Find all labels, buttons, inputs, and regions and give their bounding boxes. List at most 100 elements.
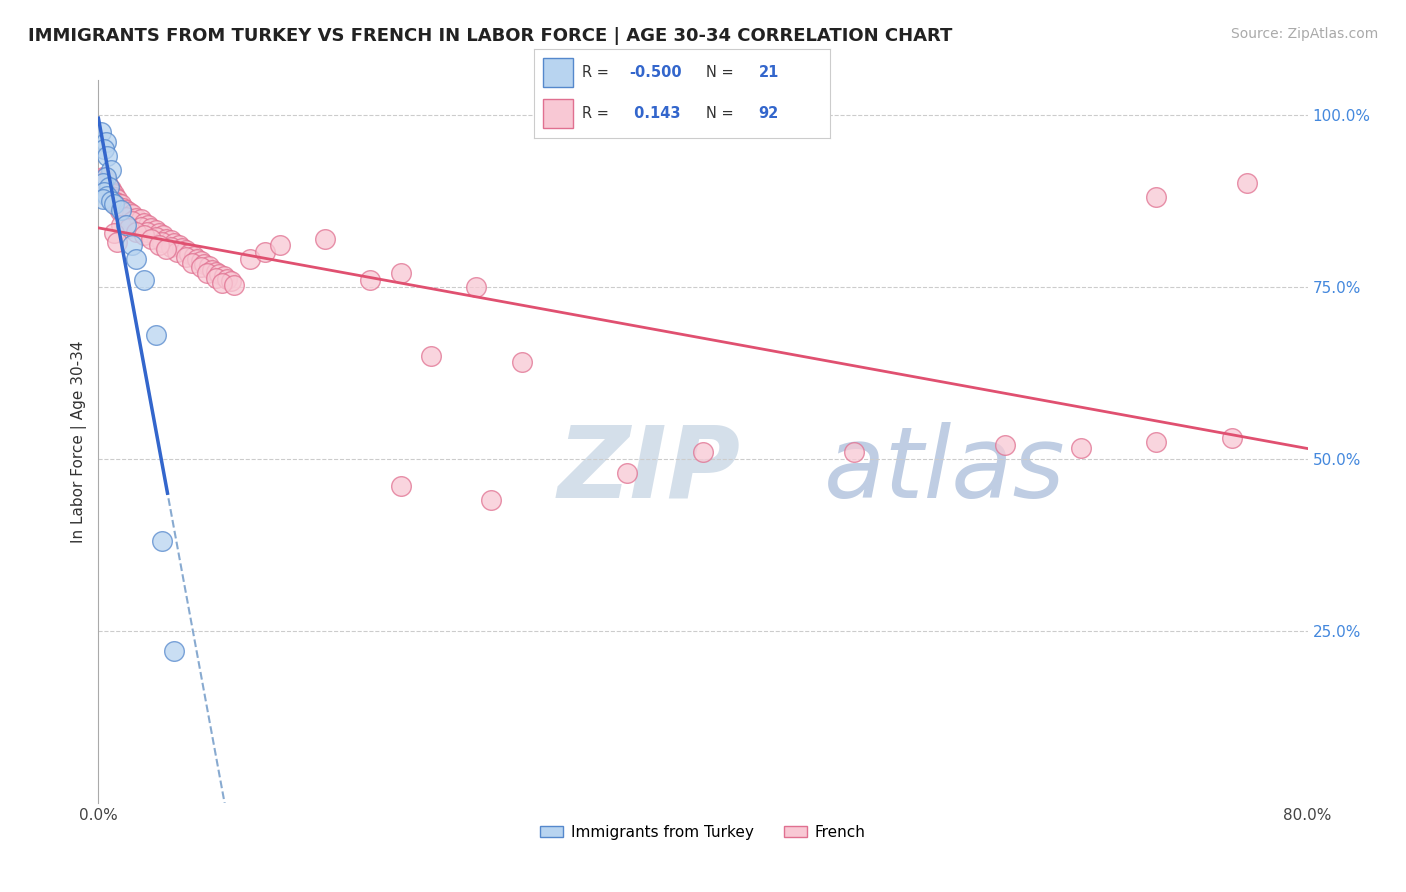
Point [193,257,215,271]
Point [132,216,155,230]
Point [110,218,132,232]
Point [221,274,243,288]
Point [616,466,638,480]
Point [93,142,115,156]
Text: Source: ZipAtlas.com: Source: ZipAtlas.com [1230,27,1378,41]
Point [132,273,155,287]
Point [103,186,125,201]
Point [90,125,112,139]
Point [692,445,714,459]
Point [103,197,125,211]
Point [170,241,193,255]
Point [118,205,141,219]
Point [100,194,122,208]
Point [94,178,117,192]
Point [103,194,125,208]
Point [94,135,117,149]
Point [125,225,148,239]
Point [148,238,170,252]
Text: IMMIGRANTS FROM TURKEY VS FRENCH IN LABOR FORCE | AGE 30-34 CORRELATION CHART: IMMIGRANTS FROM TURKEY VS FRENCH IN LABO… [28,27,952,45]
Point [96,149,118,163]
Point [201,262,224,277]
Point [163,644,186,658]
Point [420,349,443,363]
Point [190,260,212,275]
Point [108,204,131,219]
Point [510,355,533,369]
Point [148,226,170,240]
Text: -0.500: -0.500 [628,65,682,79]
Point [141,231,163,245]
Point [269,238,291,252]
Point [195,266,218,280]
Point [121,214,143,228]
Point [481,493,503,508]
Bar [543,99,572,128]
Point [111,201,134,215]
Point [96,183,118,197]
Point [93,185,115,199]
Point [155,242,177,256]
Point [125,211,148,225]
Point [1220,431,1243,445]
Point [150,235,173,249]
Point [253,245,276,260]
Point [129,219,152,234]
Point [150,534,173,549]
Point [100,189,122,203]
Point [186,252,208,267]
Point [107,195,129,210]
Point [174,250,197,264]
Point [103,226,125,240]
Point [1144,190,1167,204]
Point [389,266,412,280]
Point [174,244,197,258]
Point [389,479,412,493]
Point [166,245,188,260]
Point [100,182,122,196]
Point [91,169,114,184]
Point [145,327,167,342]
Point [105,192,128,206]
Point [181,255,204,269]
Point [129,212,152,227]
Point [224,277,246,292]
Point [101,186,124,200]
Point [110,202,132,217]
Point [121,207,143,221]
Point [136,218,159,232]
Point [100,162,122,177]
Point [211,277,233,291]
Point [114,202,136,217]
Point [121,238,143,252]
Text: 0.143: 0.143 [628,106,681,120]
Point [205,264,228,278]
Point [125,252,148,267]
Point [212,269,235,284]
Point [215,272,238,286]
Point [105,235,128,249]
Text: N =: N = [706,106,738,120]
Text: 92: 92 [759,106,779,120]
Point [994,438,1017,452]
Text: N =: N = [706,65,738,79]
Point [163,236,186,251]
Point [135,225,157,239]
Legend: Immigrants from Turkey, French: Immigrants from Turkey, French [534,819,872,846]
Point [1236,177,1258,191]
Point [239,252,262,267]
Point [167,237,190,252]
Point [96,175,118,189]
Text: 21: 21 [759,65,779,79]
Point [190,253,212,268]
Point [132,228,155,243]
Point [114,218,136,232]
Point [91,177,114,191]
Point [105,198,128,212]
Point [93,171,115,186]
Point [94,169,117,184]
Point [205,270,228,285]
Point [98,180,121,194]
Point [114,210,136,224]
Point [145,223,167,237]
